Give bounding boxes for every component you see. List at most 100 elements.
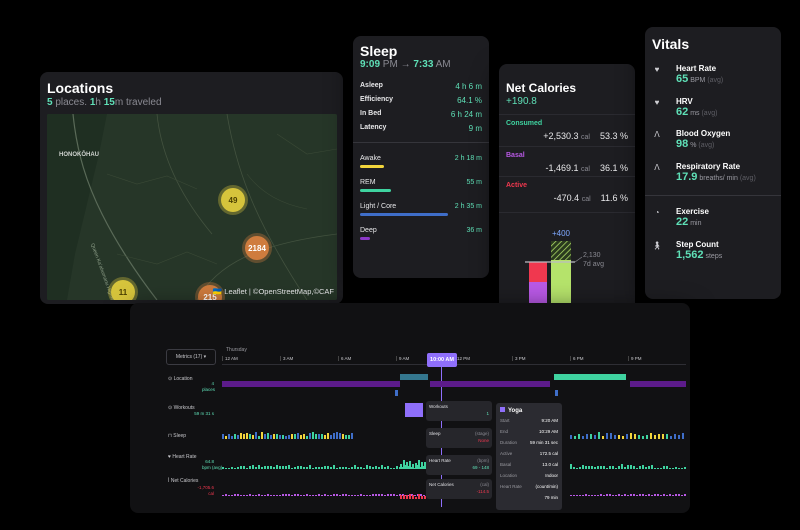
heart-rate-tick	[648, 465, 650, 469]
heart-rate-tick	[252, 465, 254, 469]
map-cluster-marker[interactable]: 2184	[245, 236, 269, 260]
heart-rate-tick	[639, 465, 641, 469]
heart-rate-tick	[357, 466, 359, 469]
hour-label: 12 AM	[222, 356, 238, 361]
heart-rate-tick	[618, 466, 620, 469]
location-segment[interactable]	[400, 374, 428, 380]
calorie-tick	[642, 494, 644, 496]
calorie-tick	[588, 494, 590, 496]
calorie-tick	[639, 494, 641, 496]
sleep-tick	[231, 435, 233, 439]
calorie-tick	[606, 494, 608, 496]
location-segment[interactable]	[395, 390, 398, 396]
map-attribution[interactable]: 🇺🇦 Leaflet | ©OpenStreetMap,©CAF	[212, 287, 334, 296]
sleep-stage-rem[interactable]: REM 55 m	[360, 179, 482, 192]
location-segment[interactable]	[630, 381, 686, 387]
sleep-tick	[638, 434, 640, 439]
sleep-tick	[318, 434, 320, 439]
yoga-detail-row: Start 9:20 AM	[500, 418, 558, 423]
calorie-tick	[273, 494, 275, 496]
sleep-tick	[682, 433, 684, 439]
calorie-tick	[285, 494, 287, 496]
heart-rate-tick	[315, 467, 317, 469]
calorie-tick	[400, 495, 402, 499]
heart-rate-tick	[360, 466, 362, 469]
sleep-tick	[614, 435, 616, 439]
sleep-tick	[342, 433, 344, 439]
calorie-tick	[672, 494, 674, 496]
calorie-tick	[624, 494, 626, 496]
current-time-marker[interactable]: 10:00 AM	[427, 353, 457, 367]
sleep-time-range: 9:09 PM → 7:33 AM	[360, 59, 451, 70]
sleep-tick	[267, 433, 269, 439]
sleep-metric-row: Latency 9 m	[360, 124, 482, 133]
calorie-tick	[402, 494, 404, 496]
calorie-tick	[412, 494, 414, 499]
heart-rate-tick	[633, 465, 635, 469]
yoga-workout-popover: Yoga Start 9:20 AM End 10:29 AM Duration 59 m…	[496, 403, 562, 510]
map-cluster-marker[interactable]: 215	[198, 285, 222, 300]
map-cluster-marker[interactable]: 49	[221, 188, 245, 212]
sleep-card: Sleep 9:09 PM → 7:33 AM Asleep 4 h 6 m Ef…	[353, 36, 489, 278]
heart-rate-tick	[366, 465, 368, 469]
workout-segment[interactable]	[405, 403, 423, 417]
sleep-tick	[249, 433, 251, 439]
heart-rate-tick	[654, 467, 656, 469]
calorie-tick	[375, 494, 377, 496]
heart-rate-tick	[603, 466, 605, 469]
heart-rate-tick	[612, 465, 614, 469]
calorie-tick	[306, 494, 308, 496]
hour-label: 6 AM	[338, 356, 351, 361]
heart-rate-tick	[570, 464, 572, 469]
calorie-tick	[246, 494, 248, 496]
row-label-sleep: ⊓ Sleep	[168, 433, 187, 439]
avg-label: 7d avg	[583, 261, 604, 268]
sleep-popover: Sleep (stage) None	[426, 428, 492, 448]
heart-rate-tick	[258, 465, 260, 469]
map-cluster-marker[interactable]: 11	[111, 280, 135, 300]
location-segment[interactable]	[555, 390, 558, 396]
heart-rate-tick	[424, 462, 426, 469]
heart-rate-tick	[297, 466, 299, 469]
heart-rate-tick	[363, 467, 365, 469]
heart-rate-tick	[276, 465, 278, 469]
heart-rate-tick	[249, 466, 251, 469]
divider	[499, 146, 635, 147]
calorie-tick	[384, 494, 386, 496]
sleep-tick	[315, 434, 317, 439]
calorie-tick	[363, 494, 365, 496]
timeline-panel: Metrics (17) ▾ Thursday 12 AM 3 AM 6 AM …	[130, 303, 690, 513]
walking-icon: 🚶︎	[652, 241, 663, 250]
metrics-dropdown[interactable]: Metrics (17) ▾	[166, 349, 216, 365]
sleep-tick	[345, 434, 347, 439]
location-segment[interactable]	[222, 381, 400, 387]
heart-rate-tick	[579, 466, 581, 469]
calorie-tick	[424, 495, 426, 499]
calorie-tick	[660, 494, 662, 496]
calories-basal: Basal -1,469.1 cal 36.1 %	[506, 152, 628, 173]
hour-label: 3 PM	[512, 356, 526, 361]
location-segment[interactable]	[554, 374, 626, 380]
heart-rate-tick	[645, 466, 647, 469]
sleep-tick	[222, 434, 224, 439]
calorie-tick	[657, 494, 659, 496]
sleep-tick	[339, 433, 341, 439]
heart-rate-tick	[225, 467, 227, 469]
heart-rate-tick	[282, 465, 284, 469]
sleep-tick	[294, 433, 296, 439]
sleep-stage-deep[interactable]: Deep 36 m	[360, 227, 482, 240]
sleep-tick	[297, 432, 299, 439]
calorie-tick	[276, 494, 278, 496]
sleep-stage-light[interactable]: Light / Core 2 h 35 m	[360, 203, 482, 216]
heart-rate-tick	[390, 467, 392, 469]
heart-rate-tick	[573, 467, 575, 469]
heart-rate-tick	[228, 467, 230, 469]
map-place-label: HONOKŌHAU	[59, 152, 99, 158]
sleep-tick	[225, 435, 227, 439]
calorie-tick	[576, 494, 578, 496]
locations-map[interactable]: Queen Kaʻahumanu Highway HONOKŌHAU 49 21…	[47, 114, 337, 300]
location-segment[interactable]	[430, 381, 550, 387]
sleep-stage-awake[interactable]: Awake 2 h 18 m	[360, 155, 482, 168]
calorie-tick	[243, 494, 245, 496]
calorie-tick	[336, 494, 338, 496]
